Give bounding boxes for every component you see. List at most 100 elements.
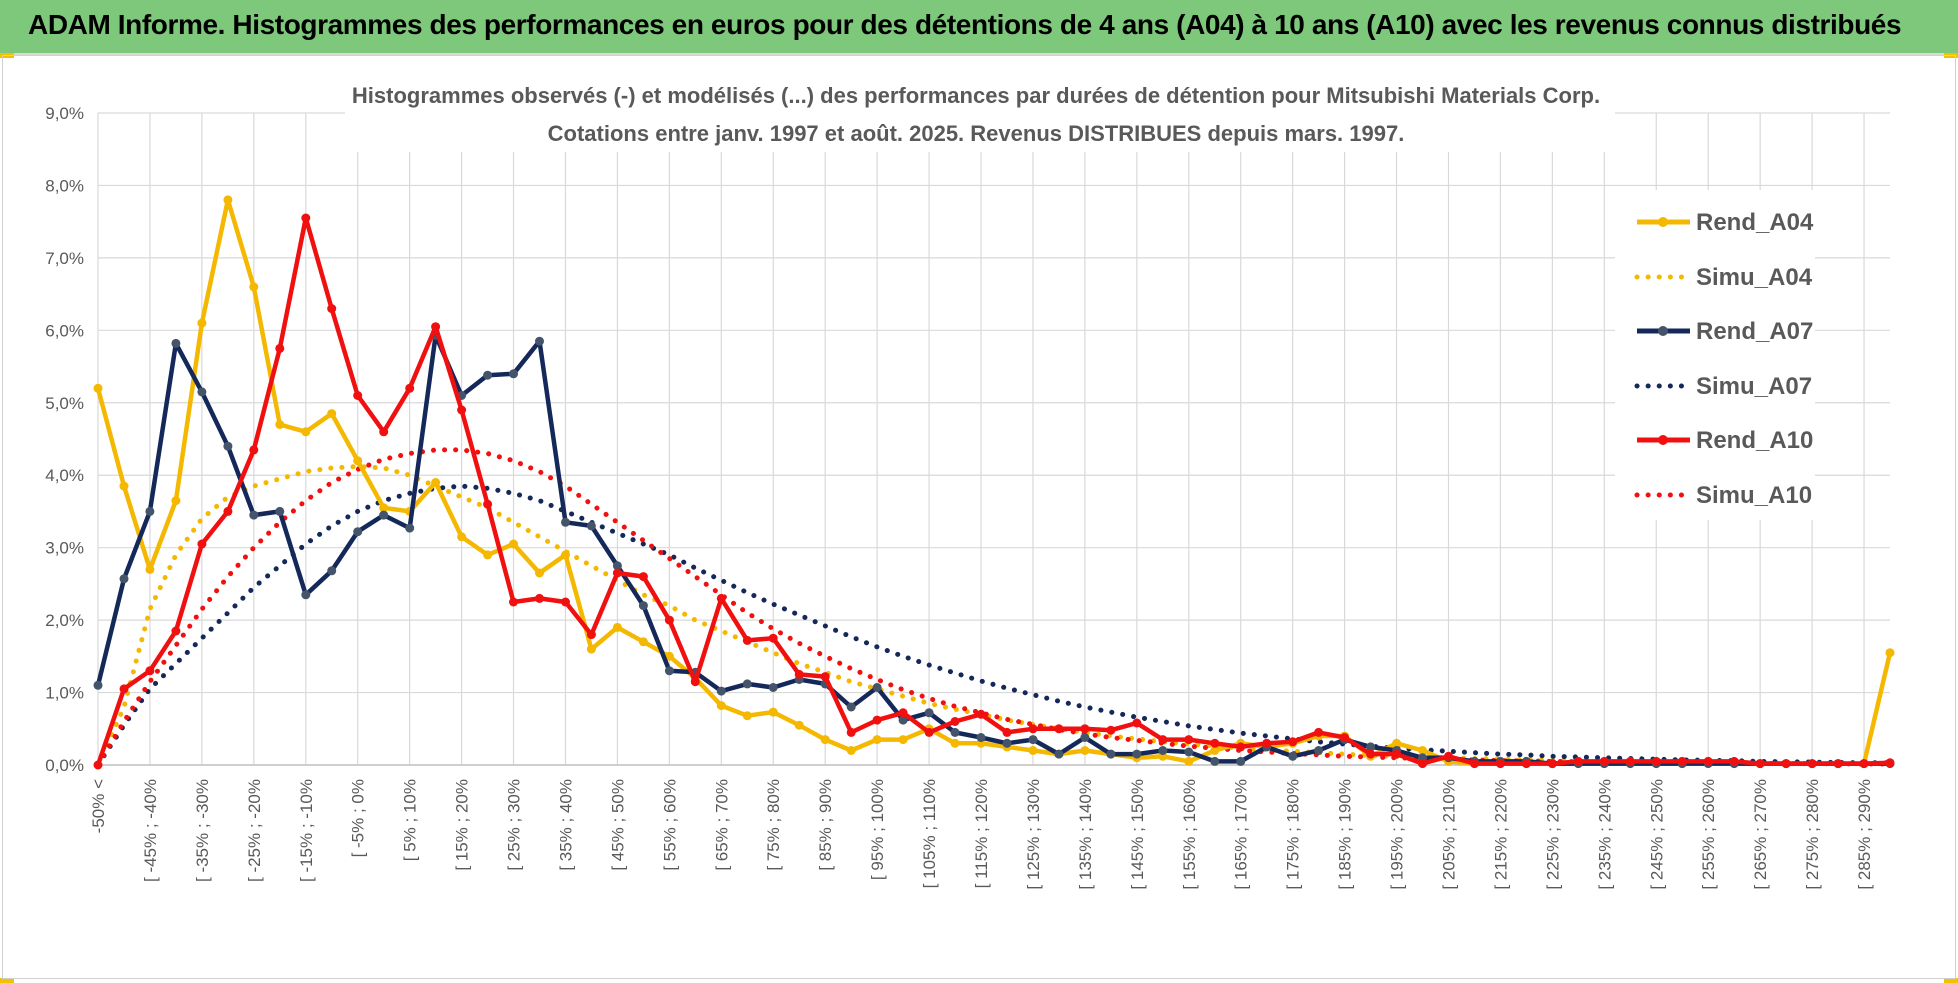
data-point bbox=[638, 637, 648, 647]
data-point bbox=[1080, 746, 1090, 755]
legend-item-simu-a04: Simu_A04 bbox=[1634, 264, 1813, 291]
x-tick-label: [ 45% ; 50% bbox=[608, 779, 627, 871]
data-point bbox=[275, 420, 285, 429]
data-point bbox=[353, 527, 363, 537]
y-tick-label: 4,0% bbox=[45, 466, 84, 485]
data-point bbox=[976, 709, 986, 719]
data-point bbox=[119, 481, 129, 491]
data-point bbox=[716, 701, 726, 711]
data-point bbox=[353, 391, 363, 400]
y-tick-label: 1,0% bbox=[45, 684, 84, 703]
data-point bbox=[561, 517, 570, 527]
legend-background bbox=[1615, 190, 1815, 520]
data-point bbox=[638, 601, 648, 611]
data-point bbox=[1028, 735, 1038, 745]
x-tick-label: [ 25% ; 30% bbox=[505, 779, 524, 871]
x-tick-label: [ 115% ; 120% bbox=[972, 779, 991, 888]
data-point bbox=[275, 343, 285, 353]
data-point bbox=[768, 707, 778, 717]
x-tick-label: [ 155% ; 160% bbox=[1180, 779, 1199, 890]
data-point bbox=[898, 715, 908, 725]
data-point bbox=[1132, 718, 1142, 728]
data-point bbox=[431, 322, 441, 332]
x-tick-label: [ 65% ; 70% bbox=[712, 779, 731, 871]
x-tick-label: [ -45% ; -40% bbox=[141, 779, 160, 882]
data-point bbox=[1703, 756, 1713, 766]
x-tick-label: [ 255% ; 260% bbox=[1699, 779, 1718, 890]
data-point bbox=[664, 651, 674, 661]
data-point bbox=[457, 532, 467, 542]
data-point bbox=[301, 590, 311, 600]
x-tick-label: [ 205% ; 210% bbox=[1439, 779, 1458, 890]
data-point bbox=[1885, 758, 1895, 768]
data-point bbox=[1314, 727, 1324, 737]
data-point bbox=[1210, 756, 1220, 766]
data-point bbox=[405, 523, 415, 533]
series-line bbox=[95, 215, 1891, 766]
data-point bbox=[794, 669, 804, 679]
data-point bbox=[1366, 749, 1376, 759]
series-rend-a10 bbox=[93, 213, 1895, 770]
data-point bbox=[1418, 746, 1427, 755]
data-point bbox=[1054, 749, 1064, 759]
series-line bbox=[95, 483, 1893, 768]
data-point bbox=[664, 615, 674, 625]
data-point bbox=[872, 683, 882, 692]
x-tick-label: [ 85% ; 90% bbox=[816, 779, 835, 871]
data-point bbox=[1314, 746, 1324, 755]
data-point bbox=[223, 506, 233, 516]
data-point bbox=[820, 735, 830, 745]
y-tick-label: 3,0% bbox=[45, 539, 84, 558]
data-point bbox=[1392, 738, 1402, 748]
data-point bbox=[1002, 727, 1012, 737]
data-point bbox=[924, 727, 934, 737]
data-point bbox=[1028, 746, 1038, 755]
series-group bbox=[93, 195, 1895, 770]
data-point bbox=[223, 441, 233, 451]
legend-marker bbox=[1658, 435, 1668, 445]
data-point bbox=[1210, 738, 1220, 748]
data-point bbox=[535, 568, 544, 578]
data-point bbox=[1340, 733, 1350, 742]
data-point bbox=[509, 597, 518, 607]
y-tick-label: 6,0% bbox=[45, 321, 84, 340]
data-point bbox=[171, 338, 181, 348]
data-point bbox=[976, 733, 986, 742]
data-point bbox=[716, 593, 726, 603]
data-point bbox=[950, 727, 960, 737]
data-point bbox=[1106, 725, 1116, 735]
data-point bbox=[457, 405, 467, 415]
data-point bbox=[483, 370, 493, 380]
data-point bbox=[145, 564, 155, 574]
x-tick-label: [ 125% ; 130% bbox=[1024, 779, 1043, 890]
legend-item-rend-a10: Rend_A10 bbox=[1637, 427, 1813, 454]
data-point bbox=[1547, 759, 1557, 769]
data-point bbox=[1521, 759, 1531, 769]
x-tick-label: [ 245% ; 250% bbox=[1647, 779, 1666, 890]
data-point bbox=[1366, 742, 1376, 752]
legend: Rend_A04 Simu_A04 Rend_A07 Simu_A07 Rend_A10… bbox=[1634, 209, 1814, 509]
data-point bbox=[1288, 751, 1298, 761]
data-point bbox=[1236, 742, 1246, 752]
x-tick-label: [ 285% ; 290% bbox=[1855, 779, 1874, 890]
data-point bbox=[950, 738, 960, 748]
series-simu-a04 bbox=[95, 463, 1893, 768]
banner-title: ADAM Informe. Histogrammes des performan… bbox=[28, 9, 1902, 40]
x-tick-label: [ 15% ; 20% bbox=[453, 779, 472, 871]
x-tick-label: [ 135% ; 140% bbox=[1076, 779, 1095, 890]
data-point bbox=[145, 666, 155, 676]
data-point bbox=[93, 383, 103, 393]
data-point bbox=[924, 708, 934, 718]
data-point bbox=[327, 409, 337, 419]
data-point bbox=[1288, 737, 1298, 747]
x-tick-label: [ 175% ; 180% bbox=[1284, 779, 1303, 890]
y-tick-label: 0,0% bbox=[45, 756, 84, 775]
data-point bbox=[1106, 749, 1116, 759]
corner-accent-bottom-left bbox=[0, 978, 14, 983]
data-point bbox=[1470, 759, 1479, 769]
x-tick-label: [ 105% ; 110% bbox=[920, 779, 939, 888]
data-point bbox=[275, 506, 285, 516]
data-point bbox=[1625, 756, 1635, 766]
corner-accent-bottom-right bbox=[1944, 978, 1958, 983]
data-point bbox=[1080, 724, 1090, 734]
